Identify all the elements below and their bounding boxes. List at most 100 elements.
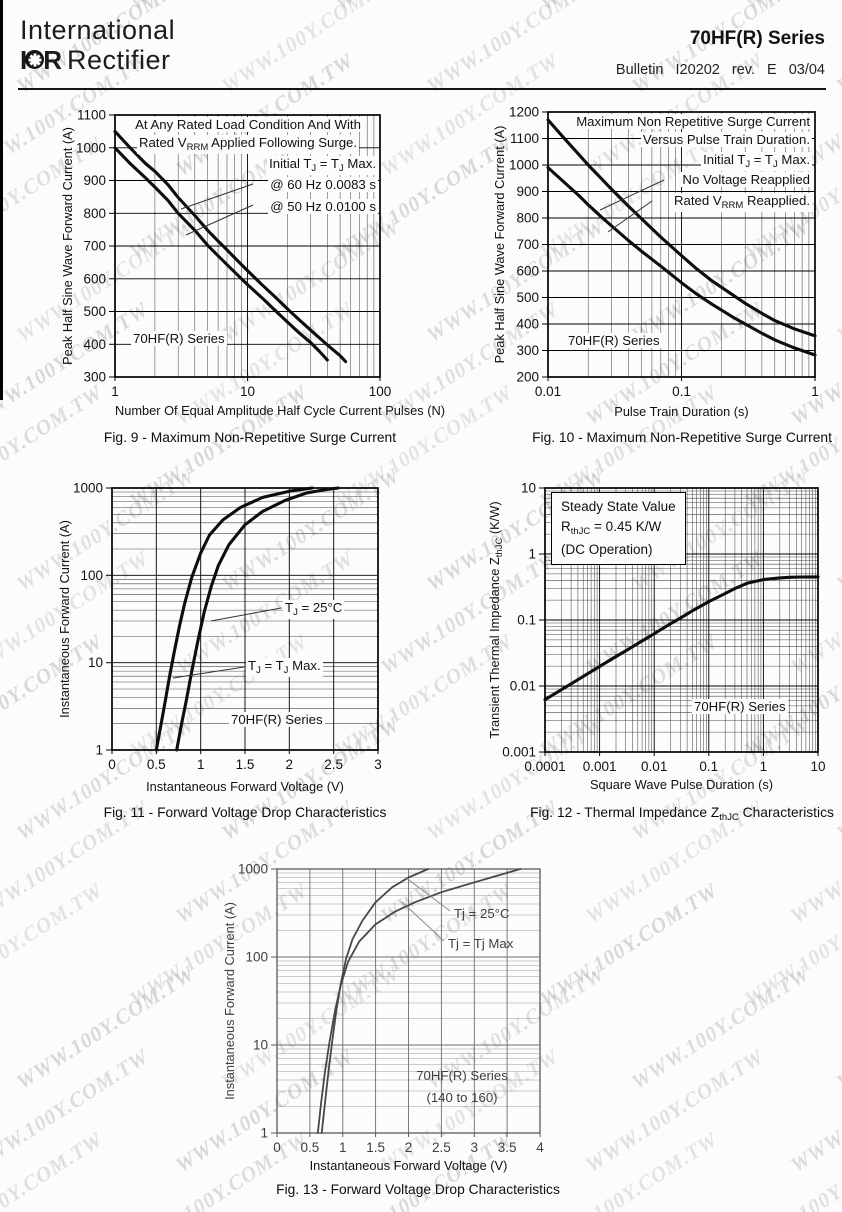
fig9-x-axis-label: Number Of Equal Amplitude Half Cycle Cur… bbox=[115, 403, 445, 418]
page-title: 70HF(R) Series bbox=[689, 28, 825, 49]
fig12-steady-state-box: Steady State Value RthJC = 0.45 K/W (DC … bbox=[551, 492, 686, 565]
logo-letter-i: I bbox=[20, 45, 27, 76]
svg-text:800: 800 bbox=[516, 211, 539, 226]
svg-text:900: 900 bbox=[516, 184, 539, 199]
fig11-x-axis-label: Instantaneous Forward Voltage (V) bbox=[146, 779, 344, 794]
svg-text:1000: 1000 bbox=[73, 481, 103, 496]
svg-text:1200: 1200 bbox=[509, 105, 539, 120]
svg-text:400: 400 bbox=[83, 337, 106, 352]
fig9-series-50hz-label: @ 50 Hz 0.0100 s bbox=[268, 199, 378, 215]
svg-text:1000: 1000 bbox=[509, 158, 539, 173]
fig9-note-line2: Rated VRRM Applied Following Surge. bbox=[136, 135, 360, 154]
fig12-part-label: 70HF(R) Series bbox=[692, 699, 788, 715]
svg-text:100: 100 bbox=[245, 950, 268, 965]
svg-text:0.5: 0.5 bbox=[147, 757, 166, 772]
fig9-part-label: 70HF(R) Series bbox=[131, 331, 227, 347]
svg-text:10: 10 bbox=[240, 384, 255, 399]
svg-text:1100: 1100 bbox=[510, 131, 539, 146]
svg-text:0.001: 0.001 bbox=[502, 745, 536, 760]
fig10-note-line2: Versus Pulse Train Duration. bbox=[640, 132, 812, 148]
bulletin-line: Bulletin I20202 rev. E 03/04 bbox=[615, 62, 825, 78]
logo-rectifier: Rectifier bbox=[67, 45, 171, 76]
svg-text:2: 2 bbox=[405, 1140, 413, 1155]
fig12-x-axis-label: Square Wave Pulse Duration (s) bbox=[589, 777, 774, 792]
svg-text:0.1: 0.1 bbox=[672, 384, 691, 399]
svg-text:10: 10 bbox=[810, 759, 825, 774]
fig12-box-line2: RthJC = 0.45 K/W bbox=[561, 519, 662, 538]
fig13-part-range-label: (140 to 160) bbox=[426, 1090, 498, 1105]
svg-text:0.01: 0.01 bbox=[535, 384, 561, 399]
fig11-caption: Fig. 11 - Forward Voltage Drop Character… bbox=[103, 805, 387, 820]
fig10-no-voltage-label: No Voltage Reapplied bbox=[680, 172, 812, 188]
fig13-caption: Fig. 13 - Forward Voltage Drop Character… bbox=[276, 1182, 560, 1197]
fig13-y-axis-label: Instantaneous Forward Current (A) bbox=[222, 902, 237, 1100]
svg-text:2.5: 2.5 bbox=[324, 757, 343, 772]
svg-text:200: 200 bbox=[516, 370, 539, 385]
scan-edge-bar bbox=[0, 0, 3, 400]
svg-text:0.01: 0.01 bbox=[641, 759, 667, 774]
fig10-y-axis-label: Peak Half Sine Wave Forward Current (A) bbox=[492, 125, 507, 364]
fig10-x-axis-label: Pulse Train Duration (s) bbox=[614, 404, 749, 419]
svg-text:0: 0 bbox=[273, 1140, 281, 1155]
fig11-tmax-label: TJ = TJ Max. bbox=[246, 658, 323, 677]
gear-icon bbox=[25, 50, 45, 70]
fig13-t25-label: Tj = 25°C bbox=[454, 906, 510, 921]
svg-text:1: 1 bbox=[260, 1126, 268, 1141]
fig9-series-60hz-label: @ 60 Hz 0.0083 s bbox=[268, 177, 378, 193]
fig11-part-label: 70HF(R) Series bbox=[229, 712, 325, 728]
svg-text:0: 0 bbox=[108, 757, 116, 772]
svg-text:100: 100 bbox=[80, 568, 103, 583]
svg-text:3: 3 bbox=[471, 1140, 479, 1155]
fig10-caption: Fig. 10 - Maximum Non-Repetitive Surge C… bbox=[532, 430, 832, 445]
fig12-caption: Fig. 12 - Thermal Impedance ZthJC Charac… bbox=[530, 805, 834, 823]
svg-text:500: 500 bbox=[516, 290, 539, 305]
svg-text:0.0001: 0.0001 bbox=[524, 759, 565, 774]
svg-text:1000: 1000 bbox=[76, 140, 106, 155]
fig10-note-line3: Initial TJ = TJ Max. bbox=[701, 152, 812, 171]
logo-letter-r: R bbox=[43, 45, 62, 76]
fig11-y-axis-label: Instantaneous Forward Current (A) bbox=[57, 520, 72, 718]
fig13-part-label: 70HF(R) Series bbox=[416, 1068, 508, 1083]
fig10-part-label: 70HF(R) Series bbox=[566, 333, 662, 349]
fig12-y-axis-label: Transient Thermal Impedance ZthJC (K/W) bbox=[487, 501, 505, 739]
svg-text:100: 100 bbox=[369, 384, 392, 399]
svg-text:3.5: 3.5 bbox=[498, 1140, 517, 1155]
svg-text:1: 1 bbox=[111, 384, 119, 399]
svg-text:0.01: 0.01 bbox=[510, 679, 536, 694]
fig13-x-axis-label: Instantaneous Forward Voltage (V) bbox=[309, 1158, 508, 1173]
fig11-t25-label: TJ = 25°C bbox=[283, 600, 345, 619]
fig9-caption: Fig. 9 - Maximum Non-Repetitive Surge Cu… bbox=[103, 430, 397, 445]
svg-text:1: 1 bbox=[811, 384, 819, 399]
svg-text:1100: 1100 bbox=[77, 108, 106, 123]
svg-text:300: 300 bbox=[516, 343, 539, 358]
fig13-tmax-label: Tj = Tj Max bbox=[448, 936, 514, 951]
svg-text:3: 3 bbox=[374, 757, 382, 772]
fig9-note-line1: At Any Rated Load Condition And With bbox=[133, 117, 363, 133]
svg-text:2.5: 2.5 bbox=[432, 1140, 451, 1155]
fig10-rated-vrrm-label: Rated VRRM Reapplied. bbox=[671, 193, 812, 212]
svg-text:0.001: 0.001 bbox=[583, 759, 617, 774]
svg-text:1: 1 bbox=[528, 547, 536, 562]
svg-text:1.5: 1.5 bbox=[236, 757, 255, 772]
fig10-note-line1: Maximum Non Repetitive Surge Current bbox=[574, 114, 812, 130]
svg-text:600: 600 bbox=[516, 264, 539, 279]
svg-text:1: 1 bbox=[197, 757, 205, 772]
svg-text:700: 700 bbox=[516, 237, 539, 252]
svg-text:10: 10 bbox=[521, 481, 536, 496]
svg-text:1: 1 bbox=[339, 1140, 347, 1155]
header-divider bbox=[18, 88, 826, 90]
svg-text:0.1: 0.1 bbox=[517, 613, 536, 628]
svg-text:300: 300 bbox=[83, 370, 106, 385]
svg-text:400: 400 bbox=[516, 317, 539, 332]
logo-line1: International bbox=[20, 15, 176, 45]
svg-text:600: 600 bbox=[83, 271, 106, 286]
svg-text:800: 800 bbox=[83, 206, 106, 221]
svg-text:10: 10 bbox=[88, 655, 103, 670]
svg-text:900: 900 bbox=[83, 173, 106, 188]
svg-text:500: 500 bbox=[83, 304, 106, 319]
svg-text:2: 2 bbox=[286, 757, 294, 772]
svg-text:0.1: 0.1 bbox=[699, 759, 718, 774]
